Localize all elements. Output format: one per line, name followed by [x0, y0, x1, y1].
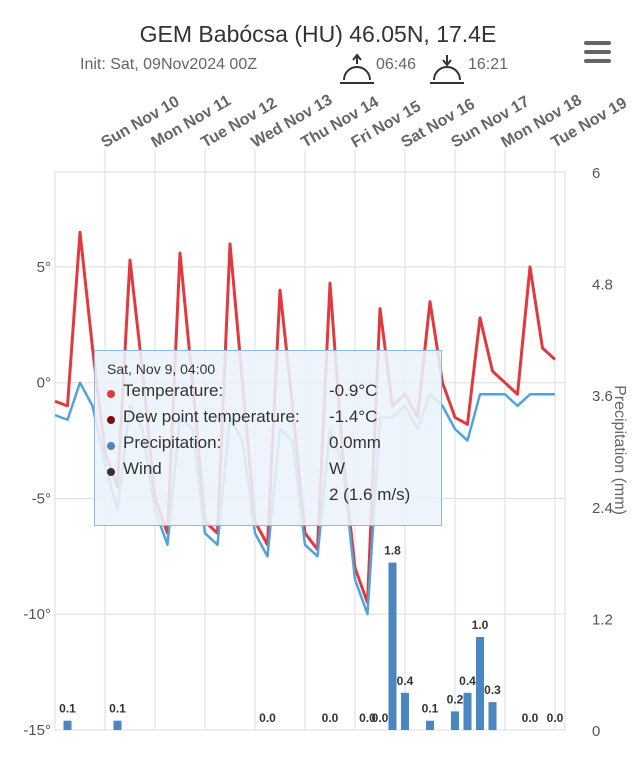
- y2-tick-label: 0: [592, 723, 600, 740]
- precip-bar: [488, 702, 497, 730]
- y2-tick-label: 4.8: [592, 277, 613, 294]
- precip-label: 0.1: [59, 702, 76, 716]
- precip-bar: [388, 562, 397, 730]
- precip-label: 0.4: [459, 674, 476, 688]
- precip-label: 0.2: [447, 692, 464, 706]
- precip-bar: [451, 711, 459, 730]
- tooltip-row: Temperature: -0.9°C: [107, 381, 429, 407]
- y-tick-label: -5°: [32, 490, 51, 507]
- tooltip-value: -0.9°C: [329, 381, 378, 400]
- tooltip-value: -1.4°C: [329, 407, 378, 426]
- tooltip-value: 2 (1.6 m/s): [329, 485, 411, 504]
- tooltip-row: Dew point temperature: -1.4°C: [107, 407, 429, 433]
- y2-tick-label: 6: [592, 165, 600, 182]
- y2-tick-label: 1.2: [592, 611, 613, 628]
- precip-bar: [463, 692, 472, 730]
- precip-bar: [426, 720, 434, 730]
- y-tick-label: -15°: [23, 722, 51, 739]
- subtitle: Init: Sat, 09Nov2024 00Z: [80, 56, 257, 73]
- precip-bar: [113, 720, 122, 730]
- tooltip-value: 0.0mm: [329, 433, 381, 452]
- precip-label: 0.0: [259, 711, 276, 725]
- y-tick-label: 0°: [37, 375, 51, 392]
- precip-label: 0.0: [547, 711, 564, 725]
- precip-label: 0.3: [484, 683, 501, 697]
- sunset: 16:21: [468, 56, 508, 73]
- precip-bar: [476, 637, 484, 730]
- chart-title: GEM Babócsa (HU) 46.05N, 17.4E: [140, 21, 497, 47]
- sunset-icon: [430, 55, 464, 84]
- line-0: [54, 230, 557, 605]
- y2-axis-title: Precipitation (mm): [611, 385, 628, 515]
- tooltip-value: W: [329, 459, 346, 478]
- sunrise: 06:46: [376, 56, 416, 73]
- tooltip-label: Wind: [123, 459, 162, 478]
- y-tick-label: 5°: [37, 259, 51, 276]
- precip-label: 0.1: [109, 702, 126, 716]
- tooltip-label: Dew point temperature:: [123, 407, 300, 426]
- tooltip-header: Sat, Nov 9, 04:00: [107, 361, 216, 377]
- precip-bar: [401, 692, 409, 730]
- tooltip-row: Precipitation: 0.0mm: [107, 433, 429, 459]
- y2-tick-label: 2.4: [592, 500, 613, 517]
- precip-label: 1.0: [472, 618, 489, 632]
- tooltip: Sat, Nov 9, 04:00 Temperature: -0.9°C Dew …: [94, 350, 442, 526]
- tooltip-marker: [107, 442, 115, 450]
- y-tick-label: -10°: [23, 606, 51, 623]
- tooltip-marker: [107, 468, 115, 476]
- precip-label: 0.0: [372, 711, 389, 725]
- tooltip-label: Temperature:: [123, 381, 224, 400]
- tooltip-marker: [107, 390, 115, 398]
- precip-label: 0.4: [397, 674, 414, 688]
- menu-button[interactable]: [584, 41, 611, 63]
- precip-bar: [63, 720, 72, 730]
- precip-label: 0.0: [522, 711, 539, 725]
- precip-label: 1.8: [384, 544, 401, 558]
- precip-label: 0.0: [322, 711, 339, 725]
- y2-tick-label: 3.6: [592, 388, 613, 405]
- precip-label: 0.0: [359, 711, 376, 725]
- precip-label: 0.1: [422, 702, 439, 716]
- tooltip-row: Wind W 2 (1.6 m/s): [107, 459, 429, 504]
- sunrise-icon: [340, 53, 374, 84]
- tooltip-label: Precipitation:: [123, 433, 222, 452]
- tooltip-marker: [107, 416, 115, 424]
